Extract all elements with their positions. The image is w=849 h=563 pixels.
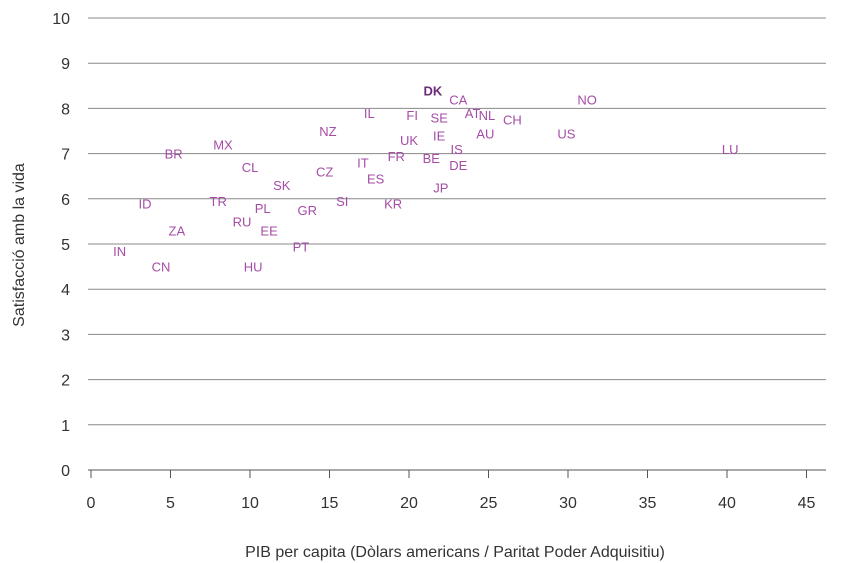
y-tick-label: 10 [52,11,70,28]
data-point-label: PL [255,201,271,216]
data-point-label: ES [367,171,385,186]
data-point-label: SE [431,110,449,125]
data-point-label: CA [449,92,467,107]
data-point-label: NL [479,108,496,123]
data-point-label: UK [400,133,418,148]
data-point-label: DK [423,83,442,98]
axes [88,469,826,478]
y-tick-label: 9 [61,56,70,73]
data-point-label: ID [139,196,152,211]
data-point-label: BR [165,147,183,162]
y-tick-label: 7 [61,147,70,164]
data-point-label: CH [503,113,522,128]
data-point-label: JP [433,181,448,196]
y-tick-label: 5 [61,237,70,254]
x-tick-label: 0 [87,495,96,512]
x-tick-label: 15 [321,495,339,512]
data-point-label: IL [364,106,375,121]
grid-lines [88,17,826,471]
data-point-label: KR [384,196,402,211]
data-point-label: CN [152,260,171,275]
data-point-label: GR [297,203,317,218]
data-point-label: SK [273,178,291,193]
data-point-label: IE [433,129,446,144]
data-point-label: NO [577,92,597,107]
data-point-label: IS [451,142,464,157]
x-tick-label: 5 [166,495,175,512]
data-point-label: IT [357,156,369,171]
x-tick-label: 45 [798,495,816,512]
data-point-label: US [557,126,575,141]
data-point-label: DE [449,158,467,173]
x-tick-label: 20 [400,495,418,512]
y-tick-label: 1 [61,418,70,435]
x-tick-labels: 0 5 10 15 20 25 30 35 40 45 [87,495,816,512]
data-point-label: CZ [316,165,333,180]
data-point-label: AT [465,106,481,121]
y-tick-label: 3 [61,327,70,344]
data-point-label: AU [476,126,494,141]
data-point-label: HU [244,260,263,275]
x-tick-label: 25 [480,495,498,512]
data-point-label: BE [423,151,441,166]
y-tick-labels: 0 1 2 3 4 5 6 7 8 9 10 [52,11,70,480]
data-point-label: FR [388,149,405,164]
data-point-label: SI [336,194,348,209]
data-point-label: PT [293,239,310,254]
x-tick-label: 30 [559,495,577,512]
data-point-label: IN [113,244,126,259]
data-point-label: EE [260,223,278,238]
y-tick-label: 4 [61,282,70,299]
data-point-label: CL [242,160,259,175]
data-point-label: FI [406,108,418,123]
y-tick-label: 0 [61,463,70,480]
x-tick-label: 35 [639,495,657,512]
y-tick-label: 2 [61,373,70,390]
x-tick-label: 40 [718,495,736,512]
data-point-label: LU [722,142,739,157]
data-point-label: TR [210,194,227,209]
y-axis-title: Satisfacció amb la vida [11,163,28,327]
data-point-label: NZ [319,124,336,139]
y-tick-label: 6 [61,192,70,209]
data-point-label: RU [233,214,252,229]
x-tick-label: 10 [241,495,259,512]
y-tick-label: 8 [61,101,70,118]
x-axis-title: PIB per capita (Dòlars americans / Parit… [245,544,665,561]
data-point-label: MX [213,138,233,153]
data-point-label: ZA [169,223,186,238]
